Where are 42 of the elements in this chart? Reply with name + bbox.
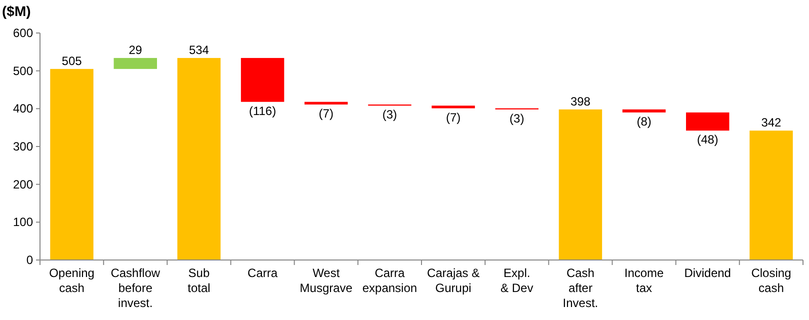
bar	[750, 130, 793, 260]
data-label: (7)	[446, 110, 461, 124]
x-tick-label: Cash after Invest.	[562, 266, 598, 310]
data-label: (8)	[636, 114, 652, 128]
bar	[622, 109, 666, 112]
bar	[304, 102, 348, 105]
data-label: 342	[761, 116, 782, 130]
data-label: 29	[128, 42, 142, 57]
data-label: (48)	[696, 132, 718, 147]
y-tick-label: 200	[12, 177, 34, 192]
y-tick-label: 600	[12, 26, 34, 40]
x-tick-label: Expl. & Dev	[500, 266, 534, 295]
data-label: (7)	[318, 106, 334, 121]
y-tick-label: 0	[26, 253, 34, 267]
x-tick-label: Opening cash	[49, 266, 94, 295]
y-tick-label: 100	[12, 215, 34, 230]
x-tick-label: Carajas & Gurupi	[426, 266, 480, 295]
bar	[686, 112, 730, 131]
data-label: 534	[188, 42, 210, 57]
x-tick-label: Income tax	[624, 266, 664, 295]
data-label: (3)	[382, 108, 398, 122]
x-tick-label: Closing cash	[751, 266, 792, 295]
y-tick-label: 300	[12, 140, 34, 154]
x-tick-label: Dividend	[684, 266, 731, 280]
x-tick-label: Sub total	[188, 266, 210, 295]
bar	[177, 58, 221, 260]
bar	[558, 109, 602, 260]
y-axis-title: ($M)	[2, 3, 31, 19]
x-tick-label: Cashflow before invest.	[110, 266, 160, 310]
bar	[114, 58, 157, 69]
bar	[432, 106, 475, 108]
bar	[240, 58, 284, 102]
data-label: 398	[570, 94, 591, 108]
x-tick-label: West Musgrave	[300, 266, 353, 295]
y-tick-label: 400	[12, 102, 34, 116]
data-label: (3)	[510, 111, 524, 126]
bar	[50, 68, 94, 260]
x-tick-label: Carra	[248, 266, 278, 280]
y-tick-label: 500	[12, 64, 34, 78]
x-tick-label: Carra expansion	[362, 266, 418, 295]
data-label: 505	[62, 54, 82, 68]
data-label: (116)	[248, 104, 276, 118]
